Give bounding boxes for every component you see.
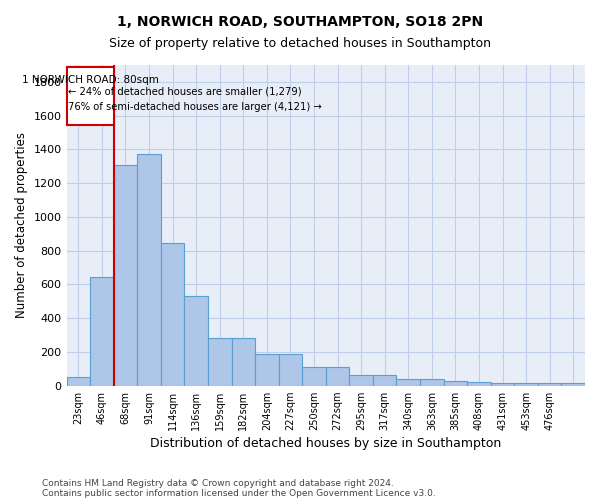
Bar: [514, 383, 538, 386]
Bar: [349, 374, 373, 386]
Text: 1, NORWICH ROAD, SOUTHAMPTON, SO18 2PN: 1, NORWICH ROAD, SOUTHAMPTON, SO18 2PN: [117, 15, 483, 29]
FancyBboxPatch shape: [67, 66, 113, 125]
Text: Contains public sector information licensed under the Open Government Licence v3: Contains public sector information licen…: [42, 488, 436, 498]
Bar: [137, 154, 161, 386]
Bar: [208, 338, 232, 386]
Bar: [326, 367, 349, 386]
Bar: [397, 379, 420, 386]
Text: Size of property relative to detached houses in Southampton: Size of property relative to detached ho…: [109, 38, 491, 51]
Bar: [420, 379, 443, 386]
Bar: [467, 382, 491, 386]
Bar: [491, 383, 514, 386]
Bar: [255, 354, 278, 386]
X-axis label: Distribution of detached houses by size in Southampton: Distribution of detached houses by size …: [150, 437, 502, 450]
Y-axis label: Number of detached properties: Number of detached properties: [15, 132, 28, 318]
Text: 1 NORWICH ROAD: 80sqm: 1 NORWICH ROAD: 80sqm: [22, 75, 158, 85]
Text: ← 24% of detached houses are smaller (1,279): ← 24% of detached houses are smaller (1,…: [68, 87, 302, 97]
Bar: [161, 243, 184, 386]
Text: Contains HM Land Registry data © Crown copyright and database right 2024.: Contains HM Land Registry data © Crown c…: [42, 478, 394, 488]
Bar: [232, 338, 255, 386]
Bar: [302, 367, 326, 386]
Bar: [90, 277, 113, 386]
Bar: [373, 374, 397, 386]
Bar: [113, 164, 137, 386]
Bar: [278, 354, 302, 386]
Bar: [67, 378, 90, 386]
Text: 76% of semi-detached houses are larger (4,121) →: 76% of semi-detached houses are larger (…: [68, 102, 322, 112]
Bar: [443, 382, 467, 386]
Bar: [184, 296, 208, 386]
Bar: [562, 383, 585, 386]
Bar: [538, 383, 562, 386]
